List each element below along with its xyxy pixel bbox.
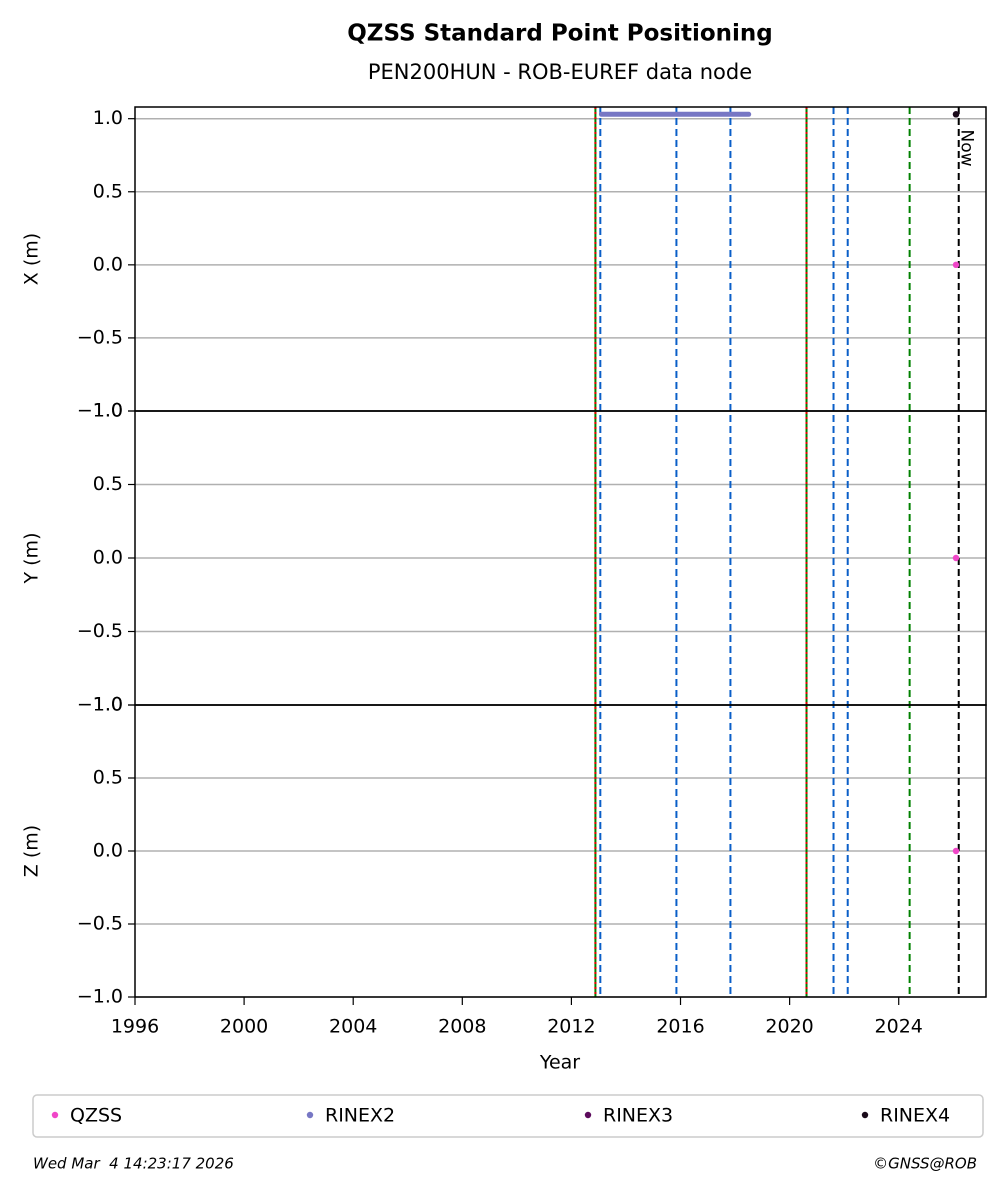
legend-box [32, 1094, 984, 1138]
y-axis-label: Z (m) [21, 825, 43, 877]
y-tick-label: 0.0 [93, 253, 123, 275]
x-tick-label: 2020 [765, 1016, 813, 1038]
x-tick-label: 2000 [220, 1016, 268, 1038]
x-tick-label: 2012 [547, 1016, 595, 1038]
panel-frame [134, 704, 987, 998]
x-tick-label: 2024 [875, 1016, 923, 1038]
y-tick-label: −1.0 [77, 986, 123, 1008]
y-tick-label: 0.5 [93, 767, 123, 789]
legend-label: QZSS [70, 1105, 122, 1127]
panel-frame [134, 106, 987, 412]
data-point [952, 847, 960, 855]
y-tick-label: 1.0 [93, 107, 123, 129]
data-point [952, 554, 960, 562]
y-axis-label: Y (m) [21, 533, 43, 585]
y-axis-label: X (m) [21, 233, 43, 285]
legend-marker [51, 1111, 59, 1119]
x-tick-label: 2004 [329, 1016, 377, 1038]
y-tick-label: −0.5 [77, 620, 123, 642]
x-tick-label: 2016 [656, 1016, 704, 1038]
data-point [952, 111, 960, 118]
data-point [952, 261, 960, 269]
x-tick-label: 2008 [438, 1016, 486, 1038]
y-tick-label: −0.5 [77, 913, 123, 935]
y-tick-label: 0.5 [93, 473, 123, 495]
y-tick-label: −1.0 [77, 400, 123, 422]
legend-label: RINEX3 [603, 1105, 673, 1127]
y-tick-label: −0.5 [77, 326, 123, 348]
legend-label: RINEX2 [325, 1105, 395, 1127]
legend-label: RINEX4 [880, 1105, 950, 1127]
chart-subtitle: PEN200HUN - ROB-EUREF data node [368, 60, 752, 84]
now-label: Now [957, 129, 977, 166]
legend-marker [861, 1111, 869, 1119]
chart-title: QZSS Standard Point Positioning [347, 21, 773, 47]
y-tick-label: 0.0 [93, 547, 123, 569]
y-tick-label: 0.5 [93, 180, 123, 202]
legend-marker [306, 1111, 314, 1119]
y-tick-label: −1.0 [77, 694, 123, 716]
y-tick-label: 1.0 [93, 694, 123, 716]
y-tick-label: 1.0 [93, 400, 123, 422]
legend-marker [584, 1111, 592, 1119]
timestamp: Wed Mar 4 14:23:17 2026 [33, 1155, 234, 1173]
y-tick-label: 0.0 [93, 840, 123, 862]
x-axis-label: Year [539, 1052, 580, 1074]
credit: ©GNSS@ROB [873, 1155, 977, 1173]
x-tick-label: 1996 [111, 1016, 159, 1038]
